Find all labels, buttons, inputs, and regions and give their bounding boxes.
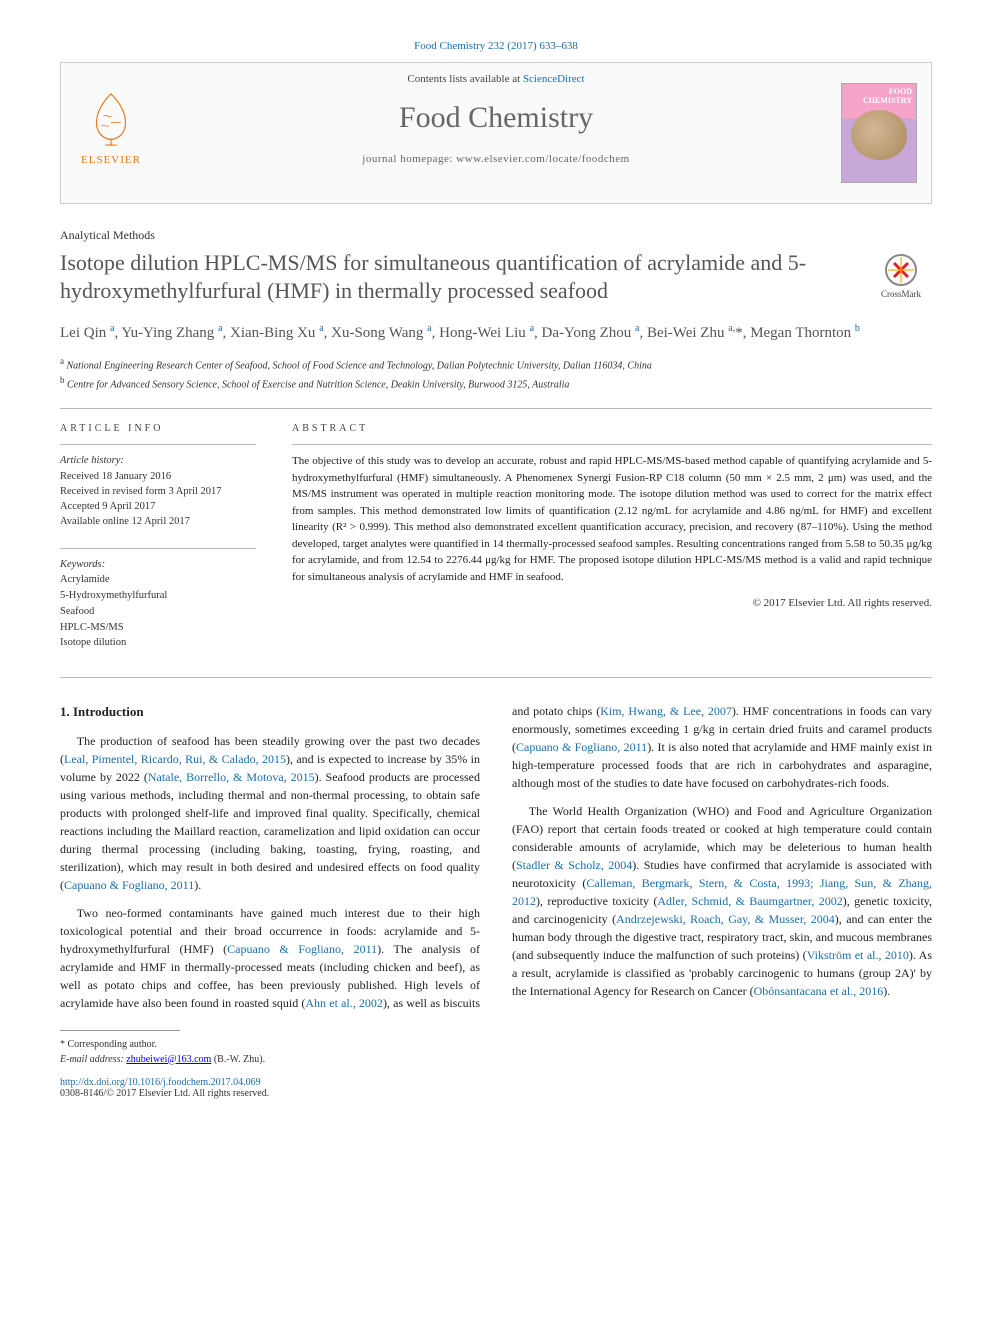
crossmark-badge[interactable]: CrossMark — [870, 253, 932, 299]
email-label: E-mail address: — [60, 1054, 126, 1065]
article-body: 1. Introduction The production of seafoo… — [60, 702, 932, 1012]
journal-name: Food Chemistry — [61, 101, 931, 135]
body-paragraph: The production of seafood has been stead… — [60, 732, 480, 894]
affiliations: a National Engineering Research Center o… — [60, 355, 932, 393]
crossmark-label: CrossMark — [881, 289, 921, 299]
homepage-url[interactable]: www.elsevier.com/locate/foodchem — [456, 153, 630, 165]
publisher-name: ELSEVIER — [75, 154, 147, 166]
body-paragraph: The World Health Organization (WHO) and … — [512, 802, 932, 1000]
contents-line: Contents lists available at ScienceDirec… — [61, 73, 931, 85]
homepage-line: journal homepage: www.elsevier.com/locat… — [61, 153, 931, 165]
crossmark-icon — [884, 253, 918, 287]
issn-line: 0308-8146/© 2017 Elsevier Ltd. All right… — [60, 1088, 269, 1099]
history-received: Received 18 January 2016 — [60, 471, 171, 482]
elsevier-tree-icon — [82, 89, 140, 147]
doi-block: http://dx.doi.org/10.1016/j.foodchem.201… — [60, 1077, 932, 1099]
author-list: Lei Qin a, Yu-Ying Zhang a, Xian-Bing Xu… — [60, 321, 932, 345]
abstract-heading: abstract — [292, 423, 932, 434]
keyword: Isotope dilution — [60, 637, 126, 648]
corr-label: * Corresponding author. — [60, 1037, 932, 1052]
abstract-column: abstract The objective of this study was… — [292, 423, 932, 651]
abstract-copyright: © 2017 Elsevier Ltd. All rights reserved… — [292, 597, 932, 609]
keyword: HPLC-MS/MS — [60, 622, 124, 633]
journal-cover-thumbnail: FOOD CHEMISTRY — [841, 83, 917, 183]
sciencedirect-link[interactable]: ScienceDirect — [523, 73, 585, 85]
keywords-label: Keywords: — [60, 559, 105, 570]
info-heading: article info — [60, 423, 256, 434]
journal-header: ELSEVIER Contents lists available at Sci… — [60, 62, 932, 204]
article-info-sidebar: article info Article history: Received 1… — [60, 423, 256, 651]
cover-title: FOOD CHEMISTRY — [842, 84, 916, 106]
corr-email-link[interactable]: zhubeiwei@163.com — [126, 1054, 211, 1065]
abstract-text: The objective of this study was to devel… — [292, 453, 932, 585]
keyword: 5-Hydroxymethylfurfural — [60, 590, 167, 601]
history-label: Article history: — [60, 455, 124, 466]
history-revised: Received in revised form 3 April 2017 — [60, 486, 222, 497]
section-heading: 1. Introduction — [60, 702, 480, 722]
keyword: Acrylamide — [60, 574, 110, 585]
history-accepted: Accepted 9 April 2017 — [60, 501, 155, 512]
citation-line: Food Chemistry 232 (2017) 633–638 — [60, 40, 932, 52]
article-title: Isotope dilution HPLC-MS/MS for simultan… — [60, 249, 852, 305]
elsevier-logo: ELSEVIER — [75, 89, 147, 166]
history-online: Available online 12 April 2017 — [60, 516, 190, 527]
affiliation-a: National Engineering Research Center of … — [67, 360, 652, 371]
corresponding-author: * Corresponding author. E-mail address: … — [60, 1037, 932, 1067]
keyword: Seafood — [60, 606, 94, 617]
doi-link[interactable]: http://dx.doi.org/10.1016/j.foodchem.201… — [60, 1077, 261, 1088]
article-type: Analytical Methods — [60, 228, 932, 243]
email-suffix: (B.-W. Zhu). — [211, 1054, 265, 1065]
contents-prefix: Contents lists available at — [407, 73, 522, 85]
affiliation-b: Centre for Advanced Sensory Science, Sch… — [67, 379, 569, 390]
